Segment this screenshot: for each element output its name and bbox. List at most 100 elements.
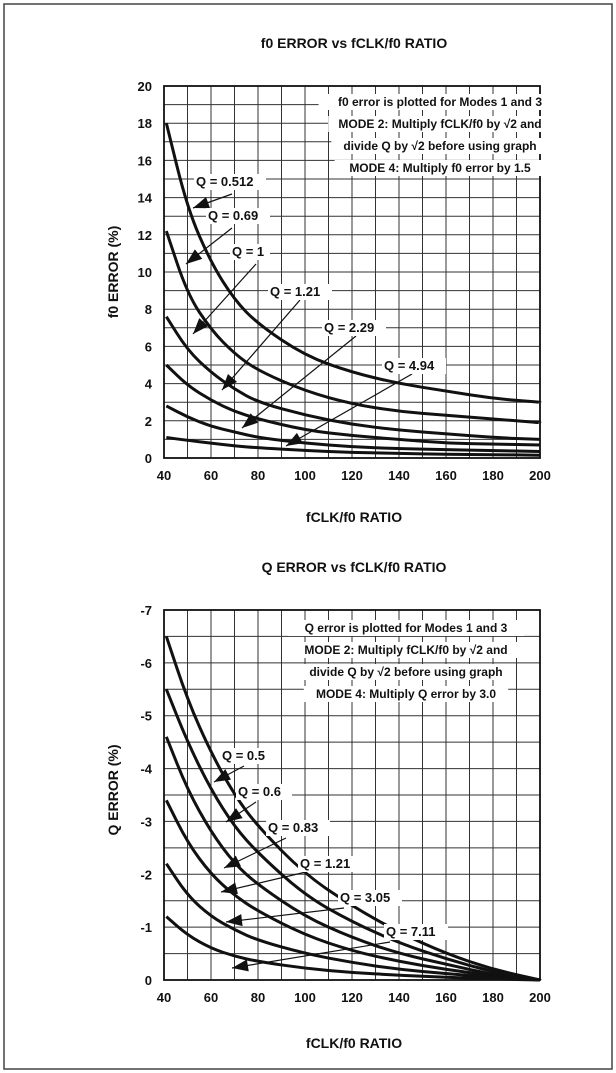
pointer-arrowhead-3 bbox=[193, 318, 209, 334]
curve-label-6: Q = 7.11 bbox=[386, 924, 436, 939]
chart1-curves bbox=[164, 122, 541, 457]
pointer-arrowhead-1 bbox=[214, 769, 231, 782]
note-bg bbox=[287, 620, 525, 636]
note-line-4: MODE 4: Multiply f0 error by 1.5 bbox=[349, 161, 531, 175]
pointer-arrowhead-6 bbox=[286, 432, 303, 446]
series-line-2 bbox=[164, 688, 541, 982]
chart1-ylabel: f0 ERROR (%) bbox=[105, 226, 121, 319]
chart1-pointers bbox=[185, 193, 413, 447]
curve-label-bg bbox=[236, 784, 292, 800]
y-tick-label: -4 bbox=[140, 762, 152, 777]
plot-border bbox=[163, 85, 541, 459]
series-line-2 bbox=[164, 230, 541, 425]
chart1-xlabel: fCLK/f0 RATIO bbox=[306, 509, 402, 525]
outer-border bbox=[3, 3, 613, 1070]
curve-label-bg bbox=[268, 284, 332, 300]
x-tick-label: 140 bbox=[388, 990, 410, 1005]
y-tick-label: 0 bbox=[145, 973, 152, 988]
x-tick-label: 100 bbox=[294, 468, 316, 483]
x-tick-label: 200 bbox=[529, 990, 551, 1005]
x-tick-label: 120 bbox=[341, 468, 363, 483]
x-tick-label: 140 bbox=[388, 468, 410, 483]
note-line-2: MODE 2: Multiply fCLK/f0 by √2 and bbox=[338, 117, 541, 131]
x-tick-label: 40 bbox=[157, 468, 171, 483]
chart1-curve-labels: Q = 0.512 Q = 0.69 Q = 1 Q = 1.21 Q = 2.29 Q … bbox=[194, 174, 446, 374]
chart1-y-ticks: 0 2 4 6 8 10 12 14 16 18 20 bbox=[138, 79, 153, 466]
curve-label-5: Q = 3.05 bbox=[340, 890, 390, 905]
y-tick-label: 0 bbox=[145, 451, 152, 466]
x-tick-label: 180 bbox=[482, 990, 504, 1005]
x-tick-label: 60 bbox=[204, 990, 218, 1005]
curve-label-1: Q = 0.5 bbox=[222, 748, 265, 763]
y-tick-label: -5 bbox=[140, 709, 152, 724]
pointer-arrowhead-4 bbox=[222, 373, 238, 390]
curve-label-bg bbox=[298, 856, 362, 872]
series-line-6 bbox=[165, 915, 541, 982]
pointer-arrowhead-1 bbox=[193, 196, 211, 209]
series-line-3 bbox=[164, 736, 541, 982]
series-line-6 bbox=[166, 436, 541, 457]
y-tick-label: 20 bbox=[138, 79, 152, 94]
series-line-5 bbox=[165, 862, 541, 982]
y-tick-label: 18 bbox=[138, 116, 152, 131]
curve-label-bg bbox=[322, 320, 386, 336]
curve-label-4: Q = 1.21 bbox=[300, 856, 350, 871]
note-line-1: Q error is plotted for Modes 1 and 3 bbox=[305, 621, 508, 635]
x-tick-label: 80 bbox=[251, 990, 265, 1005]
pointer-arrowhead-5 bbox=[226, 914, 243, 927]
note-bg bbox=[297, 664, 515, 680]
chart2-pointers bbox=[213, 765, 391, 972]
pointer-arrowhead-6 bbox=[232, 959, 249, 972]
y-tick-label: 10 bbox=[138, 265, 152, 280]
chart2-curve-labels: Q = 0.5 Q = 0.6 Q = 0.83 Q = 1.21 Q = 3.05 Q … bbox=[220, 748, 448, 940]
f0-error-chart: f0 ERROR vs fCLK/f0 RATIO Q = 0.512 Q = 0… bbox=[105, 35, 562, 525]
curve-label-bg bbox=[384, 924, 448, 940]
note-bg bbox=[303, 686, 509, 702]
curve-label-4: Q = 1.21 bbox=[270, 284, 320, 299]
curve-label-bg bbox=[382, 358, 446, 374]
y-tick-label: 2 bbox=[145, 414, 152, 429]
curve-label-bg bbox=[338, 890, 402, 906]
pointer-line-5 bbox=[241, 335, 357, 429]
note-line-1: f0 error is plotted for Modes 1 and 3 bbox=[338, 95, 542, 109]
y-tick-label: 4 bbox=[145, 377, 153, 392]
pointer-arrowhead-3 bbox=[224, 855, 242, 868]
x-tick-label: 60 bbox=[204, 468, 218, 483]
y-tick-label: 8 bbox=[145, 302, 152, 317]
note-line-2: MODE 2: Multiply fCLK/f0 by √2 and bbox=[304, 643, 507, 657]
series-line-5 bbox=[165, 404, 541, 453]
chart1-title: f0 ERROR vs fCLK/f0 RATIO bbox=[261, 35, 448, 51]
chart1-notes: f0 error is plotted for Modes 1 and 3 MOD… bbox=[318, 94, 562, 176]
y-tick-label: -7 bbox=[140, 603, 152, 618]
y-tick-label: -3 bbox=[140, 814, 152, 829]
plot-border bbox=[163, 609, 541, 981]
pointer-arrowhead-4 bbox=[221, 882, 238, 895]
chart1-x-ticks: 40 60 80 100 120 140 160 180 200 bbox=[157, 468, 551, 483]
note-bg bbox=[328, 116, 552, 132]
chart2-title: Q ERROR vs fCLK/f0 RATIO bbox=[262, 559, 447, 575]
y-tick-label: 6 bbox=[145, 339, 152, 354]
chart2-y-ticks: 0 -1 -2 -3 -4 -5 -6 -7 bbox=[140, 603, 152, 988]
x-tick-label: 80 bbox=[251, 468, 265, 483]
y-tick-label: -1 bbox=[140, 920, 152, 935]
note-line-3: divide Q by √2 before using graph bbox=[343, 139, 536, 153]
curve-label-bg bbox=[206, 208, 270, 224]
pointer-arrowhead-2 bbox=[186, 249, 203, 264]
x-tick-label: 120 bbox=[341, 990, 363, 1005]
curve-label-1: Q = 0.512 bbox=[196, 174, 253, 189]
chart2-notes: Q error is plotted for Modes 1 and 3 MODE… bbox=[287, 620, 525, 702]
y-tick-label: 12 bbox=[138, 228, 152, 243]
note-bg bbox=[318, 94, 562, 110]
curve-label-2: Q = 0.6 bbox=[238, 784, 281, 799]
curve-label-bg bbox=[220, 748, 276, 764]
x-tick-label: 160 bbox=[435, 990, 457, 1005]
curve-label-5: Q = 2.29 bbox=[324, 320, 374, 335]
pointer-line-4 bbox=[221, 299, 301, 391]
x-tick-label: 40 bbox=[157, 990, 171, 1005]
curve-label-2: Q = 0.69 bbox=[208, 208, 258, 223]
y-tick-label: -6 bbox=[140, 656, 152, 671]
pointer-arrowhead-2 bbox=[226, 808, 243, 822]
curve-label-bg bbox=[194, 174, 266, 190]
note-line-4: MODE 4: Multiply Q error by 3.0 bbox=[316, 687, 496, 701]
